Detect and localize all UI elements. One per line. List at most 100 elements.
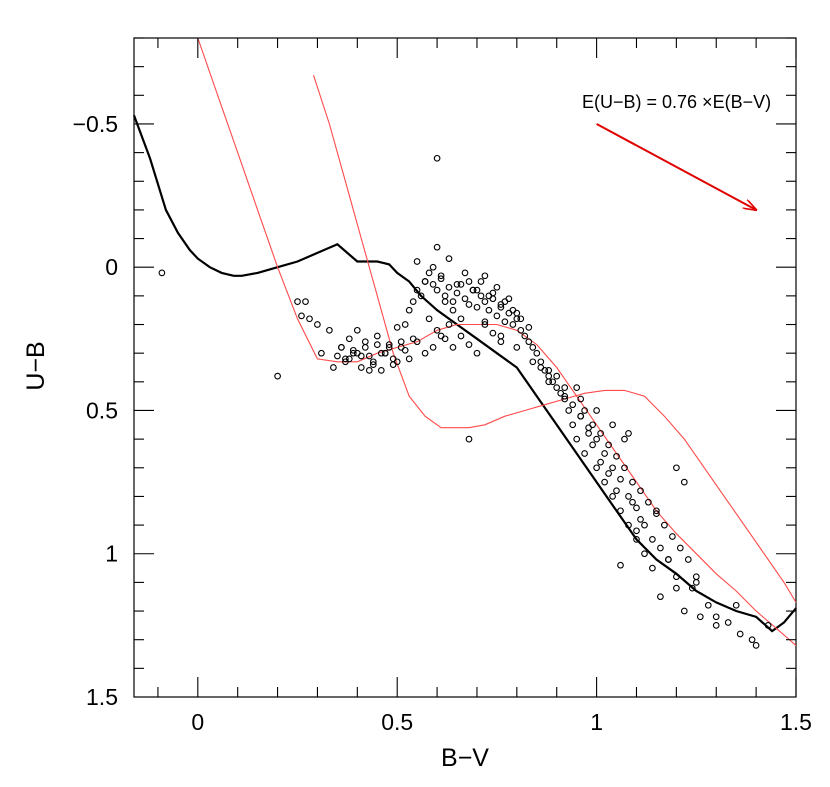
star-point <box>517 326 525 334</box>
reddened-sequence-2-line <box>312 75 797 603</box>
star-point <box>673 464 680 472</box>
star-point <box>365 352 373 360</box>
star-point <box>353 326 361 334</box>
star-point <box>625 430 632 437</box>
star-point <box>425 269 433 277</box>
reddened-sequence-1-line <box>197 37 797 646</box>
star-point <box>736 630 744 638</box>
star-point <box>609 464 616 472</box>
star-point <box>481 298 489 305</box>
star-point <box>637 487 644 495</box>
star-point <box>342 355 349 363</box>
star-point <box>589 441 596 449</box>
star-point <box>158 269 166 277</box>
star-point <box>557 389 565 397</box>
star-point <box>493 283 501 291</box>
star-point <box>581 450 588 457</box>
reddening-annotation: E(U−B) = 0.76 ×E(B−V) <box>582 92 771 112</box>
star-point <box>413 258 421 265</box>
star-point <box>712 613 720 621</box>
star-point <box>529 358 537 366</box>
star-point <box>481 272 489 280</box>
star-point <box>764 622 772 629</box>
star-point <box>497 303 505 311</box>
star-point <box>409 335 417 343</box>
x-axis-label: B−V <box>441 744 489 772</box>
star-point <box>653 510 660 517</box>
star-point <box>573 384 581 391</box>
star-point <box>485 292 493 300</box>
star-point <box>473 286 481 294</box>
star-point <box>692 579 700 586</box>
star-point <box>617 561 624 569</box>
star-point <box>409 298 417 305</box>
star-point <box>625 493 632 500</box>
star-point <box>505 295 513 303</box>
star-point <box>704 601 712 609</box>
star-point <box>473 303 481 311</box>
star-point <box>497 338 505 346</box>
star-point <box>501 298 509 305</box>
curves-layer <box>132 37 797 646</box>
star-point <box>377 349 385 357</box>
y-axis-label: U−B <box>22 341 50 390</box>
star-point <box>349 349 357 357</box>
star-point <box>302 298 309 305</box>
star-point <box>609 493 616 500</box>
reddening-vector-arrow <box>596 123 757 210</box>
star-point <box>597 458 604 466</box>
star-point <box>553 384 561 391</box>
star-point <box>513 309 521 317</box>
star-point <box>385 344 393 351</box>
ticks-layer <box>134 37 797 698</box>
star-point <box>449 298 457 305</box>
star-point <box>429 263 437 271</box>
star-point <box>342 358 349 366</box>
star-point <box>617 475 624 483</box>
x-tick-label: 0.5 <box>381 709 413 735</box>
star-point <box>477 292 485 300</box>
star-point <box>405 355 413 363</box>
star-point <box>645 498 652 506</box>
star-point <box>589 421 596 429</box>
star-point <box>421 278 429 285</box>
star-point <box>665 556 672 563</box>
star-point <box>361 344 369 351</box>
star-point <box>349 346 357 354</box>
star-point <box>537 364 545 371</box>
star-point <box>433 243 441 251</box>
star-point <box>457 281 465 288</box>
x-tick-label: 1 <box>590 709 603 735</box>
y-tick-label: 0 <box>105 254 118 280</box>
star-point <box>684 556 692 563</box>
intrinsic-main-sequence-line <box>132 115 797 633</box>
star-point <box>561 392 569 400</box>
star-point <box>461 295 469 303</box>
tick-labels-layer: 0 0.5 1 1.5 −0.5 0 0.5 1 1.5 <box>73 111 812 735</box>
star-point <box>621 464 628 472</box>
star-point <box>473 349 481 357</box>
star-point <box>609 421 616 429</box>
star-point <box>397 338 405 346</box>
star-point <box>501 318 509 326</box>
star-point <box>653 507 660 515</box>
star-point <box>357 364 365 371</box>
star-point <box>537 358 545 366</box>
star-point <box>569 401 577 409</box>
star-point <box>712 622 720 629</box>
star-point <box>326 326 333 334</box>
star-point <box>433 286 441 294</box>
x-tick-label: 1.5 <box>780 709 812 735</box>
star-point <box>585 424 592 432</box>
star-point <box>445 283 453 291</box>
star-point <box>577 412 585 420</box>
star-point <box>377 367 385 374</box>
x-tick-label: 0 <box>191 709 204 735</box>
y-tick-label: 1.5 <box>86 684 118 710</box>
star-point <box>369 361 377 368</box>
star-point <box>405 306 413 314</box>
star-point <box>724 619 732 626</box>
star-point <box>314 321 321 328</box>
star-point <box>641 550 648 558</box>
